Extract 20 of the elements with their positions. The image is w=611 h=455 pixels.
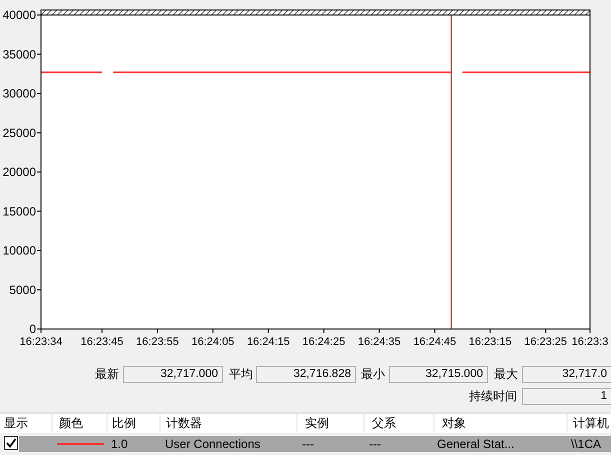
y-tick-label: 25000 [2, 126, 36, 140]
x-tick-label: 16:24:05 [191, 336, 234, 348]
y-tick-label: 35000 [2, 47, 36, 62]
y-tick-label: 20000 [2, 165, 36, 179]
x-tick-label: 16:24:25 [302, 336, 346, 348]
x-tick-label: 16:24:15 [246, 336, 290, 348]
x-tick-label: 16:23:45 [80, 336, 124, 348]
x-tick-label: 16:24:35 [358, 336, 401, 348]
x-tick-label: 16:24:45 [413, 336, 456, 348]
y-tick-label: 10000 [2, 244, 36, 258]
x-tick-label: 16:23:55 [136, 336, 179, 348]
x-tick-label: 16:23:25 [524, 336, 568, 348]
x-tick-label: 16:23:15 [468, 336, 512, 348]
y-tick-label: 40000 [2, 8, 36, 22]
x-tick-label: 16:23:3 [572, 336, 608, 348]
y-tick-label: 15000 [2, 204, 36, 218]
y-tick-label: 5000 [9, 282, 36, 297]
x-tick-label: 16:23:34 [20, 336, 62, 348]
y-tick-label: 30000 [2, 86, 36, 100]
y-tick-label: 0 [29, 322, 36, 336]
